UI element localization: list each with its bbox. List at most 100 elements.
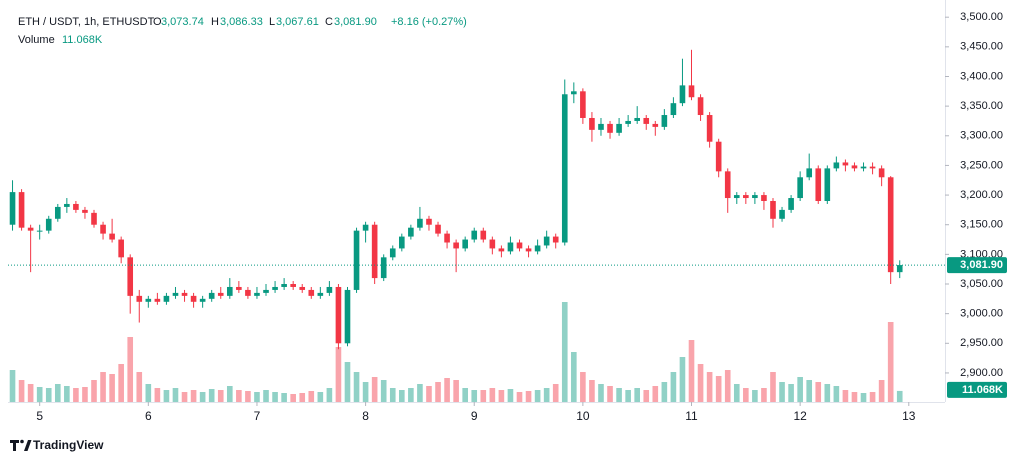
volume-bar [308,391,315,402]
volume-bar [199,392,206,402]
candle-body [724,171,731,199]
candle-body [616,123,622,133]
volume-bar [181,392,188,402]
volume-bar [245,391,251,402]
candle-body [245,289,251,296]
volume-bar [779,382,785,402]
volume-bar [661,382,668,402]
candle-body [217,292,224,296]
volume-bar [272,392,278,402]
candle-body [887,177,894,273]
candle-body [236,286,242,290]
candle-body [45,218,52,231]
volume-tag [947,381,1007,398]
candle-body [136,295,143,302]
candle-body [896,265,903,273]
volume-bar [417,384,423,402]
candle-body [643,117,650,124]
brand-logo [10,439,32,451]
candle-body [598,123,604,130]
volume-bar [598,384,604,402]
candle-body [64,203,70,207]
candle-body [697,97,704,116]
volume-bar [788,384,794,402]
candle-body [281,284,287,287]
candle-body [589,117,595,130]
candle-body [480,230,487,240]
volume-bar [797,377,803,402]
candle-body [688,85,695,98]
volume-bar [208,389,215,402]
candle-body [91,212,97,225]
candle-body [344,289,351,344]
volume-bar [27,384,34,402]
legend-key: O [153,16,162,28]
legend-change: +8.16 (+0.27%) [391,16,467,28]
volume-bar [534,390,541,402]
x-tick-label: 10 [576,409,590,423]
candle-body [806,168,813,178]
candle-body [82,209,88,213]
volume-bar [190,390,197,402]
candle-body [797,177,803,199]
volume-bar [154,388,161,402]
candle-body [571,91,577,95]
volume-bar [118,364,124,402]
candle-body [299,286,306,290]
volume-bar [18,380,25,402]
chart-title: ETH / USDT, 1h, ETHUSDT [18,16,155,28]
candle-body [100,224,106,234]
volume-bar [833,386,840,402]
volume-bar [9,370,16,402]
candle-body [73,203,79,210]
volume-bar [580,372,586,402]
candle-body [652,123,659,127]
candle-body [154,298,161,302]
candle-body [190,295,197,302]
volume-bar [743,388,749,402]
volume-bar [697,364,704,402]
volume-tag-label: 11.068K [962,384,1003,396]
candle-body [869,166,876,169]
volume-bar [426,386,432,402]
volume-bar [172,388,179,402]
candle-body [163,295,170,302]
volume-bar [127,337,134,402]
candle-body [733,195,740,199]
candle-body [878,168,885,178]
legend-key: C [325,16,333,28]
candle-body [498,248,505,252]
candle-body [752,195,758,199]
y-tick-label: 3,300.00 [960,130,1003,142]
volume-bar [489,388,496,402]
volume-bar [652,386,659,402]
volume-bar [770,372,776,402]
volume-bar [552,384,559,402]
candle-body [435,224,441,234]
volume-bar [733,384,740,402]
candle-body [788,198,794,210]
y-tick-label: 3,350.00 [960,100,1003,112]
y-tick-label: 3,500.00 [960,11,1003,23]
volume-bar [887,322,894,402]
volume-bar [217,390,224,402]
candle-body [743,195,749,199]
volume-bar [380,380,387,402]
candle-body [634,117,640,121]
volume-bar [670,372,677,402]
candle-body [36,230,43,232]
candle-body [109,233,115,240]
volume-bar [408,388,414,402]
volume-bar [54,384,61,402]
volume-bar [435,382,441,402]
volume-bar [36,387,43,402]
last-price-tag [947,257,1007,274]
candle-body [607,123,613,133]
volume-bar [317,392,324,402]
volume-bar [896,390,903,402]
legend-close: 3,081.90 [334,16,377,28]
candle-body [842,162,849,166]
candle-body [380,257,387,279]
candle-body [706,115,713,142]
